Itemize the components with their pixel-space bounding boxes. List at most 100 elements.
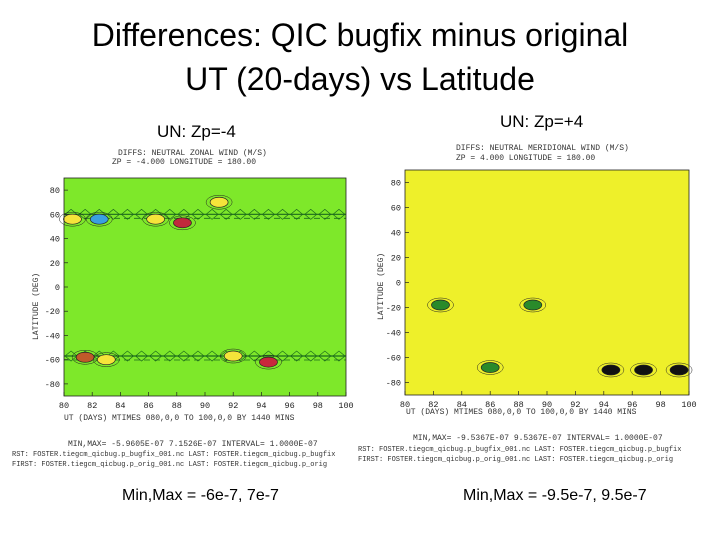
panel1-feature-outline-8 — [255, 354, 282, 370]
panel1-feature-outline-7 — [219, 348, 247, 364]
panel2-minmax: Min,Max = -9.5e-7, 9.5e-7 — [463, 487, 647, 504]
panel2-x-tick-label: 80 — [400, 400, 410, 410]
panel2-feature-outline-1 — [519, 297, 547, 313]
panel1-contour-diamond — [261, 208, 275, 220]
panel1-contour-diamond — [276, 208, 290, 220]
panel2-y-tick-label: 80 — [391, 179, 401, 189]
panel2-feature-outline-0 — [427, 297, 454, 313]
panel1-contour-diamond — [219, 208, 233, 220]
panel1-contour-diamond — [205, 350, 219, 362]
panel2-y-tick-label: 40 — [391, 229, 401, 239]
panel1-contour-diamond — [106, 208, 120, 220]
panel2-x-tick-label: 94 — [599, 400, 609, 410]
panel2-feature-1 — [523, 299, 543, 311]
panel1-contour-diamond — [290, 208, 304, 220]
panel1-contour-diamond — [304, 350, 318, 362]
panel1-contour-diamond — [149, 350, 163, 362]
panel2-y-tick-label: -20 — [386, 304, 401, 314]
panel1-y-tick-label: -20 — [45, 307, 60, 317]
panel1-header-line2: ZP = -4.000 LONGITUDE = 180.00 — [112, 158, 256, 167]
panel1-footer-line3: FIRST: FOSTER.tiegcm_qicbug.p_orig_001.n… — [12, 461, 327, 469]
panel1-feature-8 — [259, 356, 278, 368]
panel1-header-line1: DIFFS: NEUTRAL ZONAL WIND (M/S) — [118, 149, 267, 158]
panel1-contour-diamond — [191, 208, 205, 220]
panel1-x-tick-label: 98 — [313, 401, 323, 411]
panel1-feature-0 — [63, 213, 82, 225]
panel2-x-tick-label: 96 — [627, 400, 637, 410]
panel2-data-layer — [427, 297, 693, 378]
panel1-data-layer — [59, 194, 346, 370]
panel2-feature-3 — [634, 364, 653, 376]
panel1-x-tick-label: 82 — [87, 401, 97, 411]
panel2-footer-line1: MIN,MAX= -9.5367E-07 9.5367E-07 INTERVAL… — [413, 434, 663, 443]
panel1-y-tick-label: -60 — [45, 356, 60, 366]
panel1-contour-diamond — [290, 350, 304, 362]
panel1-contour-diamond — [177, 350, 191, 362]
panel1-y-tick-label: 0 — [55, 283, 60, 293]
panel1-y-tick-label: -40 — [45, 331, 60, 341]
panel2-feature-outline-4 — [665, 362, 693, 378]
panel2: DIFFS: NEUTRAL MERIDIONAL WIND (M/S) ZP … — [358, 144, 697, 464]
panel1-x-tick-label: 94 — [256, 401, 266, 411]
panel1-contour-diamond — [78, 208, 92, 220]
panel1-contour-diamond — [318, 350, 332, 362]
panel2-footer-line3: FIRST: FOSTER.tiegcm_qicbug.p_orig_001.n… — [358, 456, 673, 464]
panel2-x-tick-label: 86 — [485, 400, 495, 410]
panel1-ylabel: LATITUDE (DEG) — [32, 273, 41, 340]
panel1-contour-diamond — [120, 208, 134, 220]
panel2-feature-outline-2 — [597, 362, 625, 378]
panel2-header-line2: ZP = 4.000 LONGITUDE = 180.00 — [456, 154, 595, 163]
panel2-x-tick-label: 98 — [655, 400, 665, 410]
panel2-x-tick-label: 88 — [513, 400, 523, 410]
panel1-feature-outline-4 — [205, 194, 233, 210]
panel1-feature-7 — [223, 350, 243, 362]
panel2-feature-4 — [669, 364, 689, 376]
panel1-contour-diamond — [120, 350, 134, 362]
panel2-feature-5 — [480, 362, 500, 373]
panel2-y-tick-label: -40 — [386, 329, 401, 339]
panel2-feature-2 — [601, 364, 621, 376]
panel1-contour-diamond — [233, 208, 247, 220]
panel1-y-tick-label: 40 — [50, 235, 60, 245]
panel1-x-tick-label: 88 — [172, 401, 182, 411]
panel2-x-tick-label: 90 — [542, 400, 552, 410]
panel1-footer-line1: MIN,MAX= -5.9605E-07 7.1526E-07 INTERVAL… — [68, 440, 318, 449]
panel2-x-tick-label: 84 — [457, 400, 467, 410]
panel2-subtitle: UN: Zp=+4 — [500, 112, 584, 131]
panel2-x-tick-label: 82 — [428, 400, 438, 410]
panel1-x-tick-label: 90 — [200, 401, 210, 411]
panel1-x-tick-label: 100 — [338, 401, 353, 411]
panel1-feature-2 — [146, 213, 165, 225]
panel1-xlabel: UT (DAYS) MTIMES 080,0,0 TO 100,0,0 BY 1… — [64, 414, 295, 423]
panel2-x-tick-label: 92 — [570, 400, 580, 410]
panel1-contour-diamond — [205, 208, 219, 220]
panel2-feature-outline-5 — [476, 360, 504, 375]
panel1-x-tick-label: 96 — [284, 401, 294, 411]
panel1-feature-outline-0 — [59, 211, 86, 227]
panel2-y-tick-label: 20 — [391, 254, 401, 264]
panel1-feature-outline-2 — [142, 211, 169, 227]
panel1-contour-diamond — [304, 208, 318, 220]
panel1-feature-4 — [209, 196, 229, 208]
panel2-y-tick-label: -80 — [386, 379, 401, 389]
panel1-subtitle: UN: Zp=-4 — [157, 122, 236, 141]
panel1-x-tick-label: 80 — [59, 401, 69, 411]
panel1-contour-diamond — [135, 350, 149, 362]
panel2-y-ticks: 80 60 40 20 0 -20 -40 -60 -80 — [386, 179, 409, 389]
panel1-feature-1 — [89, 213, 109, 225]
panel1-y-ticks: 80 60 40 20 0 -20 -40 -60 -80 — [45, 186, 68, 390]
panel2-feature-outline-3 — [630, 362, 657, 378]
panel2-feature-0 — [431, 299, 450, 311]
panel2-y-tick-label: 0 — [396, 279, 401, 289]
panel1-footer-line2: RST: FOSTER.tiegcm_qicbug.p_bugfix_001.n… — [12, 451, 335, 459]
slide-title-line1: Differences: QIC bugfix minus original — [91, 17, 629, 53]
panel2-x-tick-label: 100 — [681, 400, 696, 410]
panel1-contour-diamond — [318, 208, 332, 220]
panel1-feature-5 — [75, 351, 95, 363]
panel1-y-tick-label: 80 — [50, 186, 60, 196]
panel1-feature-outline-3 — [169, 215, 196, 231]
panel1-contour-diamond — [247, 208, 261, 220]
panel1-x-tick-label: 84 — [115, 401, 125, 411]
panel1-contour-diamond — [135, 208, 149, 220]
